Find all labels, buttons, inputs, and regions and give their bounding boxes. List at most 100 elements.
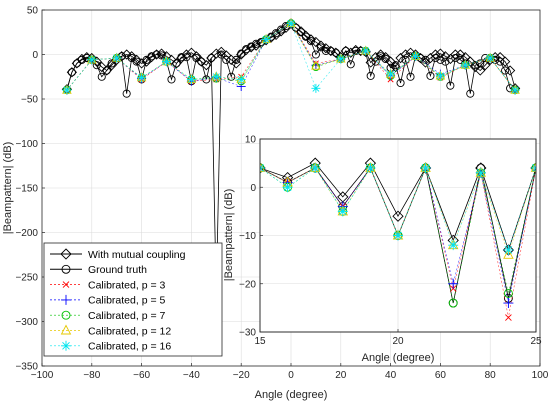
point-ground-truth [132, 57, 141, 66]
series-line-with-mutual-coupling [260, 162, 536, 252]
point-ground-truth [177, 53, 186, 62]
point-with-mutual-coupling [315, 40, 327, 51]
point-ground-truth [97, 72, 106, 81]
point-ground-truth [396, 78, 405, 88]
point-ground-truth [406, 72, 415, 81]
legend-label-calibrated-p-3: Calibrated, p = 3 [88, 279, 166, 291]
point-ground-truth [376, 52, 385, 61]
series-calibrated-p-16 [62, 18, 520, 95]
point-calibrated-p-16 [236, 74, 246, 84]
main-series-group [61, 17, 521, 299]
x-tick-label: 60 [435, 370, 447, 381]
point-calibrated-p-16 [186, 74, 196, 84]
point-ground-truth [381, 54, 390, 64]
point-calibrated-p-7 [503, 288, 513, 298]
inset-series-group [260, 157, 536, 321]
point-ground-truth [242, 45, 251, 54]
point-ground-truth [122, 89, 131, 98]
point-ground-truth [351, 46, 360, 55]
y-tick-label: 0 [32, 50, 38, 61]
point-calibrated-p-16 [311, 83, 321, 93]
y-tick-label: 50 [27, 6, 39, 17]
point-calibrated-p-16 [503, 244, 514, 255]
point-with-mutual-coupling [191, 51, 202, 62]
x-tick-label: −40 [183, 370, 200, 381]
point-ground-truth [167, 75, 176, 84]
y-tick-label: −300 [15, 317, 38, 328]
point-with-mutual-coupling [475, 65, 486, 76]
y-tick-label: −350 [15, 362, 38, 373]
point-calibrated-p-16 [286, 18, 296, 28]
point-with-mutual-coupling [131, 54, 142, 65]
point-with-mutual-coupling [251, 40, 262, 51]
y-tick-label: −150 [15, 184, 38, 195]
point-calibrated-p-16 [282, 182, 293, 193]
point-ground-truth [326, 46, 335, 55]
legend-box [43, 242, 223, 357]
point-calibrated-p-16 [420, 162, 431, 173]
point-calibrated-p-5 [448, 278, 459, 289]
point-with-mutual-coupling [211, 48, 222, 59]
point-with-mutual-coupling [390, 61, 401, 73]
point-calibrated-p-12 [503, 248, 514, 259]
point-calibrated-p-16 [337, 206, 348, 217]
point-ground-truth [197, 57, 206, 66]
point-with-mutual-coupling [440, 51, 451, 62]
x-tick-label: 25 [530, 336, 542, 347]
x-tick-label: −60 [133, 370, 150, 381]
point-with-mutual-coupling [405, 47, 416, 58]
point-ground-truth [157, 51, 166, 60]
y-tick-label: 10 [245, 135, 257, 146]
point-ground-truth [321, 46, 330, 55]
legend: With mutual coupling Ground truth Calibrat… [43, 242, 223, 357]
point-with-mutual-coupling [136, 58, 147, 69]
point-ground-truth [77, 55, 86, 64]
point-with-mutual-coupling [435, 48, 446, 59]
point-ground-truth [431, 54, 440, 63]
inset-tick-labels: 15 20 25 10 0 −10 −20 −30 [239, 135, 542, 348]
point-calibrated-p-16 [336, 54, 346, 64]
inset-y-axis-label: |Beampattern| (dB) [223, 189, 235, 282]
point-calibrated-p-16 [162, 57, 171, 67]
point-calibrated-p-16 [62, 85, 72, 95]
point-calibrated-p-7 [448, 298, 458, 308]
inset-plot: 15 20 25 10 0 −10 −20 −30 Angle (degree) |Beamp… [223, 135, 542, 365]
legend-item-ground-truth: Ground truth [50, 264, 147, 276]
legend-marker-calibrated-p-5 [61, 294, 71, 305]
x-tick-label: 100 [532, 370, 549, 381]
legend-items: With mutual coupling Ground truth Calibrat… [50, 248, 186, 353]
legend-label-calibrated-p-12: Calibrated, p = 12 [88, 325, 171, 337]
point-with-mutual-coupling [96, 61, 107, 73]
point-ground-truth [252, 39, 261, 48]
point-ground-truth [217, 50, 226, 59]
point-calibrated-p-16 [211, 72, 221, 82]
point-calibrated-p-16 [87, 55, 97, 65]
x-tick-label: 20 [392, 336, 404, 347]
point-ground-truth [237, 49, 246, 58]
point-ground-truth [172, 59, 181, 68]
point-ground-truth [152, 50, 161, 59]
point-with-mutual-coupling [186, 47, 197, 58]
legend-marker-calibrated-p-16 [61, 340, 71, 351]
x-tick-label: 15 [254, 336, 266, 347]
legend-marker-with-mutual-coupling [60, 248, 72, 260]
legend-item-calibrated-p-5: Calibrated, p = 5 [50, 295, 166, 307]
point-calibrated-p-16 [261, 34, 271, 44]
y-tick-label: −250 [15, 273, 38, 284]
point-with-mutual-coupling [241, 44, 252, 56]
point-ground-truth [391, 61, 400, 70]
x-tick-label: −20 [233, 370, 250, 381]
main-y-axis-label: |Beampattern| (dB) [2, 142, 14, 235]
legend-item-calibrated-p-7: Calibrated, p = 7 [50, 310, 166, 322]
legend-marker-calibrated-p-3 [62, 281, 70, 288]
point-calibrated-p-16 [393, 230, 403, 241]
point-ground-truth [92, 61, 101, 70]
point-with-mutual-coupling [201, 60, 212, 71]
y-tick-label: −50 [21, 95, 38, 106]
main-tick-labels: −100 −80 −60 −40 −20 0 20 40 60 80 100500−50−100−1… [15, 6, 548, 382]
point-ground-truth [436, 55, 445, 64]
point-calibrated-p-16 [112, 53, 122, 63]
point-ground-truth [107, 59, 116, 68]
point-calibrated-p-16 [475, 167, 486, 178]
